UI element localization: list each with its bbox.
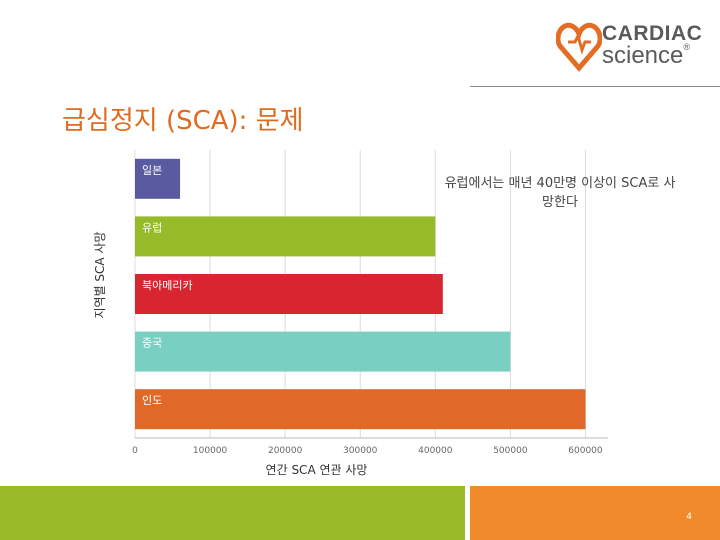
footer-green-band — [0, 486, 465, 540]
bar-label-3: 중국 — [142, 337, 162, 350]
bar-1 — [135, 216, 436, 257]
x-tick-label-1: 100000 — [193, 446, 228, 456]
bar-2 — [135, 274, 443, 314]
logo-text-science: science — [602, 42, 684, 69]
heart-logo-icon — [555, 22, 603, 72]
slide-title: 급심정지 (SCA): 문제 — [62, 106, 304, 136]
logo-text-bottom: science® — [602, 42, 690, 70]
page-number: 4 — [686, 512, 692, 522]
x-tick-label-3: 300000 — [343, 446, 378, 456]
footer-orange-band — [470, 486, 720, 540]
x-tick-label-2: 200000 — [268, 446, 303, 456]
y-axis-title: 지역별 SCA 사망 — [93, 231, 107, 318]
logo-text-top: CARDIAC — [602, 22, 703, 45]
x-tick-label-6: 600000 — [568, 446, 603, 456]
logo-trademark: ® — [683, 42, 691, 52]
x-tick-label-4: 400000 — [418, 446, 453, 456]
bar-0 — [135, 158, 181, 199]
bar-4 — [135, 389, 586, 430]
bar-label-1: 유럽 — [142, 220, 162, 234]
x-axis-title: 연간 SCA 연관 사망 — [266, 463, 368, 477]
chart-annotation: 유럽에서는 매년 40만명 이상이 SCA로 사망한다 — [444, 176, 676, 210]
header-divider — [470, 86, 720, 87]
bar-label-0: 일본 — [142, 163, 162, 177]
bar-label-4: 인도 — [142, 394, 162, 407]
x-tick-label-5: 500000 — [493, 446, 528, 456]
bar-3 — [135, 331, 511, 372]
bar-label-2: 북아메리카 — [142, 279, 193, 292]
cardiac-science-logo: CARDIAC science® — [555, 18, 706, 74]
x-tick-label-0: 0 — [132, 446, 138, 456]
